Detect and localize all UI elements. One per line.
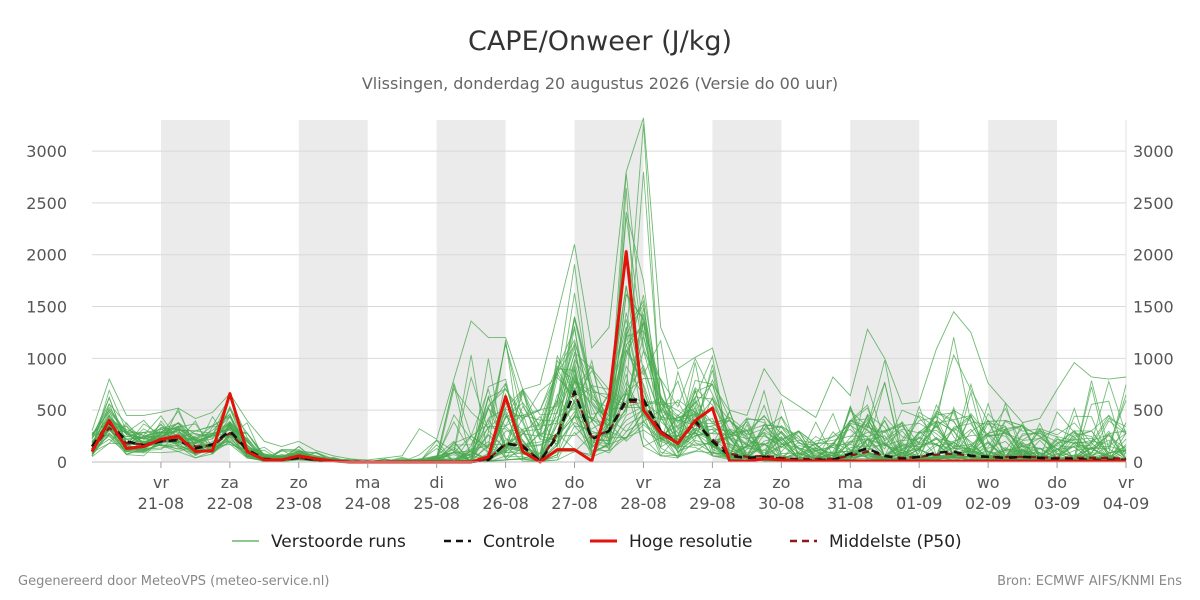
y-tick-right-2000: 2000 [1133,246,1174,265]
x-tick-day-0: vr [153,473,169,492]
main-series [90,250,1127,464]
y-tick-right-1000: 1000 [1133,349,1174,368]
y-tick-left-1500: 1500 [26,298,67,317]
shaded-day-5 [850,120,920,462]
x-tick-date-8: 29-08 [689,494,736,513]
y-tick-right-1500: 1500 [1133,298,1174,317]
legend-label-1: Controle [483,532,555,552]
x-tick-date-4: 25-08 [413,494,460,513]
x-tick-day-1: za [221,473,239,492]
x-tick-day-7: vr [635,473,651,492]
legend-label-0: Verstoorde runs [271,532,406,552]
x-tick-day-12: wo [977,473,1000,492]
x-tick-day-13: do [1047,473,1067,492]
y-tick-right-0: 0 [1133,453,1143,472]
x-tick-date-10: 31-08 [827,494,874,513]
x-tick-day-8: za [703,473,721,492]
x-tick-date-9: 30-08 [758,494,805,513]
y-tick-left-1000: 1000 [26,349,67,368]
shaded-day-0 [160,120,230,462]
footer-source: Bron: ECMWF AIFS/KNMI Ens [997,574,1182,589]
x-tick-date-12: 02-09 [965,494,1012,513]
ensemble-max-member-line [91,117,1127,461]
shaded-day-1 [298,120,368,462]
legend: Verstoorde runs Controle Hoge resolutie Mid… [232,532,962,552]
axes: 0 0 500 500 1000 1000 1500 1500 2000 2000 2500 2500… [26,142,1173,513]
y-tick-left-0: 0 [57,453,67,472]
y-tick-right-500: 500 [1133,401,1164,420]
x-tick-date-2: 23-08 [276,494,323,513]
footer-generated-by: Gegenereerd door MeteoVPS (meteo-service… [18,574,329,589]
x-tick-date-1: 22-08 [207,494,254,513]
x-tick-date-11: 01-09 [896,494,943,513]
x-tick-date-3: 24-08 [344,494,391,513]
shaded-day-4 [712,120,782,462]
x-tick-date-6: 27-08 [551,494,598,513]
y-tick-left-2500: 2500 [26,194,67,213]
legend-label-3: Middelste (P50) [829,532,962,552]
x-tick-date-7: 28-08 [620,494,667,513]
legend-label-2: Hoge resolutie [629,532,753,552]
chart-subtitle: Vlissingen, donderdag 20 augustus 2026 (… [362,74,838,93]
x-tick-day-9: zo [772,473,790,492]
x-tick-day-3: ma [355,473,380,492]
x-tick-date-13: 03-09 [1034,494,1081,513]
shaded-day-6 [988,120,1058,462]
y-tick-right-2500: 2500 [1133,194,1174,213]
chart-title: CAPE/Onweer (J/kg) [468,26,732,57]
y-tick-left-2000: 2000 [26,246,67,265]
x-tick-day-2: zo [290,473,308,492]
x-tick-day-4: di [429,473,444,492]
x-tick-day-14: vr [1118,473,1134,492]
x-tick-date-0: 21-08 [138,494,185,513]
x-tick-date-14: 04-09 [1103,494,1150,513]
x-tick-day-6: do [565,473,585,492]
series-line-hoge-resolutie [90,250,1126,464]
y-tick-left-3000: 3000 [26,142,67,161]
x-tick-day-5: wo [494,473,517,492]
x-tick-day-10: ma [838,473,863,492]
x-tick-day-11: di [912,473,927,492]
y-tick-left-500: 500 [36,401,67,420]
y-tick-right-3000: 3000 [1133,142,1174,161]
x-tick-date-5: 26-08 [482,494,529,513]
